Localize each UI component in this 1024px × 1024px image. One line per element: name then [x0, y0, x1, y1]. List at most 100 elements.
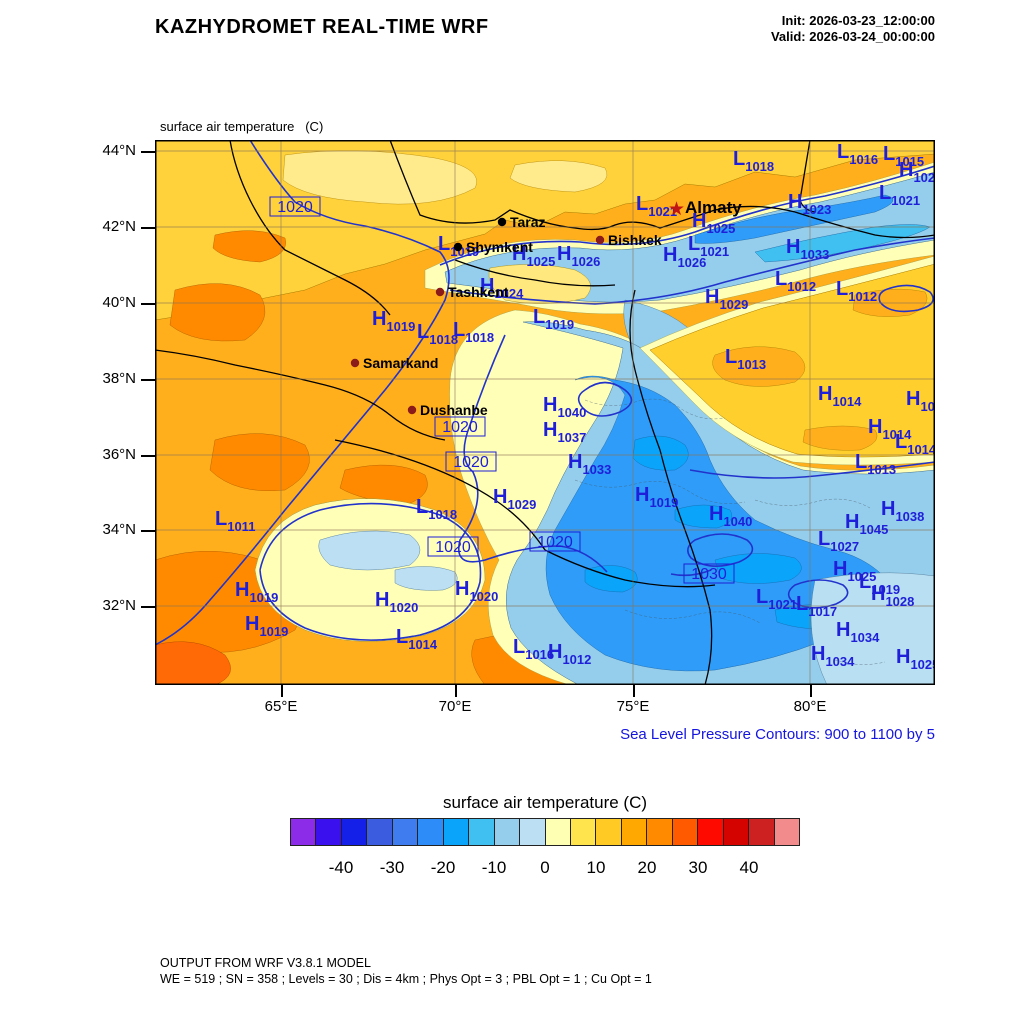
lat-tick-mark [141, 227, 155, 229]
pressure-center-label: L1019 [859, 571, 900, 597]
colorbar-tick-label: -40 [328, 858, 354, 877]
pressure-center-label: H1033 [568, 451, 611, 477]
lat-tick-label: 44°N [102, 142, 136, 159]
temp-fill-valley-lightblue [394, 566, 458, 591]
temp-fill-valley-lightblue [318, 530, 421, 571]
city-label: Almaty [685, 198, 742, 217]
contour-label-value: 1030 [691, 566, 727, 583]
pressure-center-label: H1029 [705, 286, 748, 312]
contour-interval-note: Sea Level Pressure Contours: 900 to 1100… [620, 726, 935, 743]
pressure-center-label: L1015 [883, 143, 924, 169]
city-label: Taraz [510, 214, 546, 230]
contour-label-value: 1020 [442, 419, 478, 436]
pressure-center-label: L1012 [836, 278, 877, 304]
colorbar-tick-label: 40 [739, 858, 759, 877]
city-dot-marker [497, 217, 507, 227]
pressure-center-label: H1019 [245, 613, 288, 639]
contour-label-box [427, 536, 479, 557]
pressure-center-label: H1033 [786, 236, 829, 262]
pressure-center-label: L1021 [756, 586, 797, 612]
colorbar-cell [672, 819, 699, 845]
lat-tick-label: 36°N [102, 446, 136, 463]
graticule [155, 140, 935, 685]
colorbar-tick-label: -10 [481, 858, 507, 877]
lon-tick-mark [455, 685, 457, 697]
pressure-center-label: H1025 [896, 646, 935, 672]
pressure-center-label: L1018 [417, 321, 458, 347]
colorbar-cell [520, 819, 546, 845]
pressure-center-label: H1034 [811, 643, 855, 669]
field-label-temperature: surface air temperature (C) [160, 119, 324, 134]
city-dot-marker [595, 235, 605, 245]
colorbar-cell [621, 819, 648, 845]
lon-tick-label: 70°E [438, 698, 472, 715]
colorbar [290, 818, 800, 846]
lon-tick-mark [633, 685, 635, 697]
contour-label-value: 1020 [453, 454, 489, 471]
city-dot-marker [435, 287, 445, 297]
map-frame [155, 140, 935, 685]
temp-fill-tianshan-core [694, 194, 894, 244]
pressure-center-label: H1038 [881, 498, 924, 524]
pressure-center-label: L1017 [796, 593, 837, 619]
pressure-center-label: L1021 [636, 193, 677, 219]
colorbar-cell [367, 819, 393, 845]
pressure-center-label: H1029 [493, 486, 536, 512]
pressure-center-label: H1025 [692, 210, 735, 236]
colorbar-cell [341, 819, 368, 845]
pressure-center-label: L1027 [818, 528, 859, 554]
pressure-contours [155, 140, 935, 646]
pressure-center-label: H1019 [235, 579, 278, 605]
valid-time: Valid: 2026-03-24_00:00:00 [770, 29, 935, 44]
temp-fill-hot-corner [155, 641, 231, 685]
pressure-center-label: H1028 [871, 583, 914, 609]
lat-tick-mark [141, 455, 155, 457]
pressure-center-label: L1016 [837, 141, 878, 167]
pressure-center-label: H1020 [375, 589, 418, 615]
contour-label-box [683, 563, 735, 584]
pressure-center-label: H1023 [788, 191, 831, 217]
contour-label-box [269, 196, 321, 217]
colorbar-tick-label: -30 [379, 858, 405, 877]
temp-fill-fergana-pocket [488, 264, 591, 304]
lat-tick-label: 34°N [102, 521, 136, 538]
colorbar-cell [774, 819, 800, 845]
pressure-center-label: H1014 [906, 388, 935, 414]
pressure-center-label: H1014 [868, 416, 912, 442]
pressure-center-label: H1026 [557, 243, 600, 269]
pressure-center-label: L1018 [733, 148, 774, 174]
lon-tick-mark [281, 685, 283, 697]
colorbar-tick-label: 30 [688, 858, 708, 877]
lon-tick-label: 65°E [264, 698, 298, 715]
pressure-center-label: H1040 [709, 503, 752, 529]
colorbar-cell [596, 819, 622, 845]
city-label: Tashkent [448, 284, 509, 300]
city-markers: Taraz Shymkent ★ Almaty Bishkek Tashkent Samar… [350, 198, 742, 418]
init-time: Init: 2026-03-23_12:00:00 [781, 13, 935, 28]
pressure-center-label: H1012 [548, 641, 591, 667]
pressure-center-label: L1012 [775, 268, 816, 294]
colorbar-cell [570, 819, 597, 845]
lat-tick-mark [141, 606, 155, 608]
lat-tick-label: 42°N [102, 218, 136, 235]
pressure-center-label: L1021 [879, 182, 920, 208]
colorbar-tick-label: 10 [586, 858, 606, 877]
colorbar-cell [469, 819, 495, 845]
contour-label-box [529, 531, 581, 552]
lat-tick-label: 38°N [102, 370, 136, 387]
pressure-center-label: L1011 [215, 508, 255, 534]
lat-tick-label: 40°N [102, 294, 136, 311]
lon-tick-mark [810, 685, 812, 697]
colorbar-cell [392, 819, 419, 845]
contour-label-value: 1020 [435, 539, 471, 556]
colorbar-cell [418, 819, 444, 845]
pressure-center-label: L1019 [533, 306, 574, 332]
pressure-center-label: H1019 [372, 308, 415, 334]
colorbar-cell [291, 819, 317, 845]
pressure-center-label: H1025 [512, 243, 555, 269]
colorbar-cell [316, 819, 342, 845]
pressure-center-label: L1013 [725, 346, 766, 372]
model-info-line2: WE = 519 ; SN = 358 ; Levels = 30 ; Dis … [160, 971, 652, 986]
lat-tick-mark [141, 530, 155, 532]
city-label: Dushanbe [420, 402, 488, 418]
